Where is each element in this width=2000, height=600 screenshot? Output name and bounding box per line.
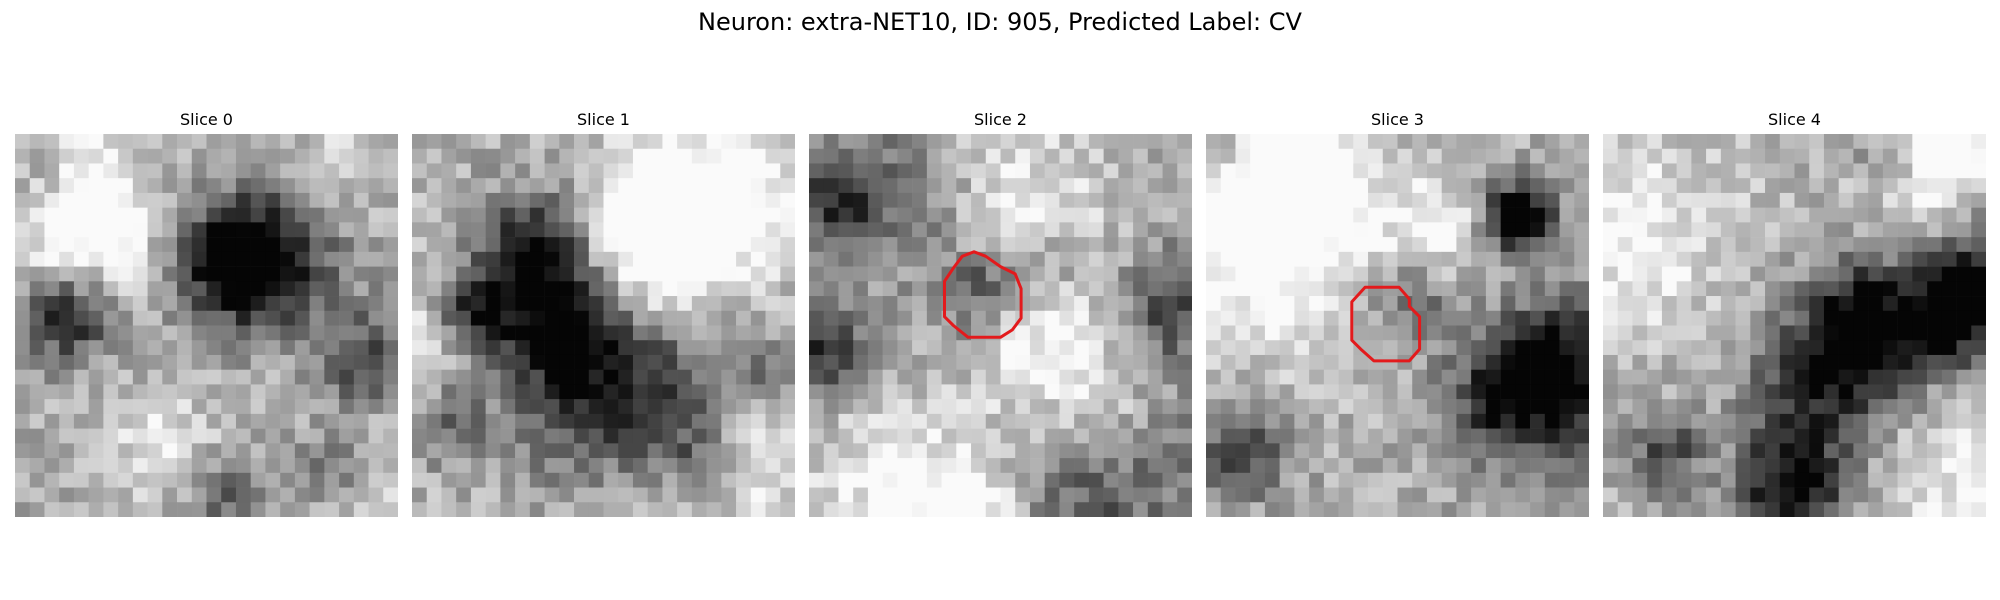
slice-title-1: Slice 1 <box>577 110 630 129</box>
slice-panel-0: Slice 0 <box>15 110 398 517</box>
slice-image-1 <box>412 134 795 517</box>
slice-image-0 <box>15 134 398 517</box>
slice-panel-2: Slice 2 <box>809 110 1192 517</box>
slice-title-3: Slice 3 <box>1371 110 1424 129</box>
figure-title: Neuron: extra-NET10, ID: 905, Predicted … <box>698 8 1302 36</box>
slice-title-4: Slice 4 <box>1768 110 1821 129</box>
roi-contour <box>943 250 1023 339</box>
slice-title-2: Slice 2 <box>974 110 1027 129</box>
slice-panel-1: Slice 1 <box>412 110 795 517</box>
roi-contour <box>1350 285 1422 363</box>
slice-panel-4: Slice 4 <box>1603 110 1986 517</box>
slice-title-0: Slice 0 <box>180 110 233 129</box>
slice-image-3 <box>1206 134 1589 517</box>
slice-image-4 <box>1603 134 1986 517</box>
slice-image-2 <box>809 134 1192 517</box>
slice-panel-3: Slice 3 <box>1206 110 1589 517</box>
